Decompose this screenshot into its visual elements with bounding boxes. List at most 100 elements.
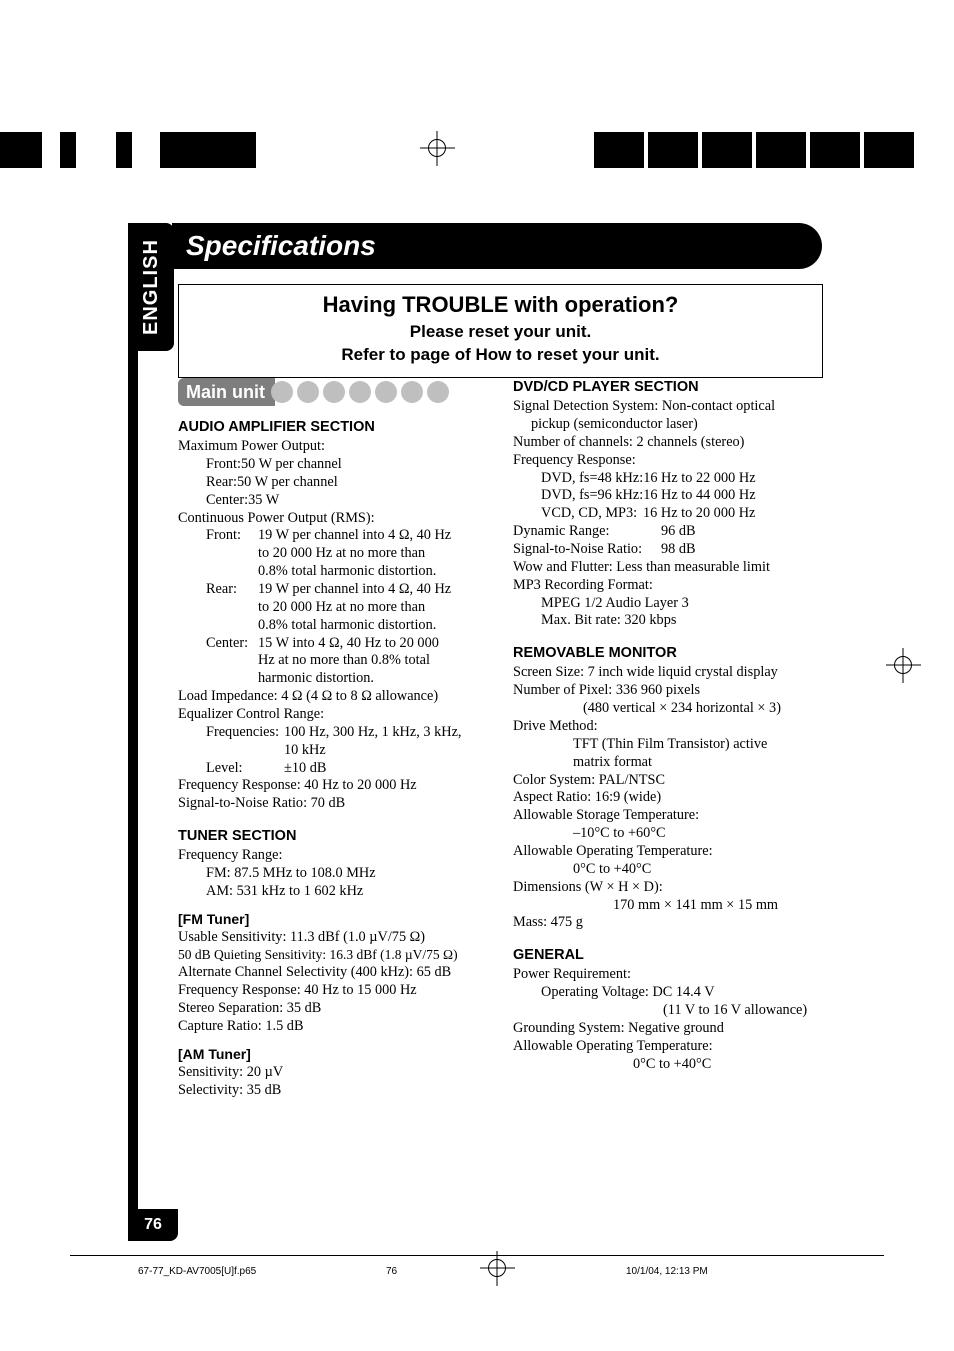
spec-line: VCD, CD, MP3:16 Hz to 20 000 Hz — [513, 505, 828, 523]
trouble-box: Having TROUBLE with operation? Please re… — [178, 284, 823, 378]
spec-line: 50 dB Quieting Sensitivity: 16.3 dBf (1.… — [178, 947, 493, 964]
spec-line: Frequency Range: — [178, 847, 493, 865]
spec-line: Usable Sensitivity: 11.3 dBf (1.0 µV/75 … — [178, 929, 493, 947]
registration-crosshair-icon — [480, 1251, 514, 1285]
spec-value: 15 W into 4 Ω, 40 Hz to 20 000 — [258, 635, 493, 653]
spec-value: 35 W — [248, 492, 279, 510]
fm-tuner-heading: [FM Tuner] — [178, 911, 493, 929]
spec-line: Level:±10 dB — [178, 760, 493, 778]
spec-line: Number of Pixel: 336 960 pixels — [513, 682, 828, 700]
spec-line: DVD, fs=48 kHz:16 Hz to 22 000 Hz — [513, 470, 828, 488]
spec-line: –10°C to +60°C — [513, 825, 828, 843]
spec-line: DVD, fs=96 kHz:16 Hz to 44 000 Hz — [513, 487, 828, 505]
spec-label: Center: — [178, 635, 258, 653]
page-number: 76 — [128, 1209, 178, 1241]
left-column: AUDIO AMPLIFIER SECTION Maximum Power Ou… — [178, 378, 493, 1100]
spec-label: Front: — [178, 527, 258, 545]
spec-label: Rear: — [178, 474, 237, 492]
spec-line: to 20 000 Hz at no more than — [178, 599, 493, 617]
spec-line: Grounding System: Negative ground — [513, 1020, 828, 1038]
spec-value: 50 W per channel — [241, 456, 342, 474]
spec-line: Frequencies:100 Hz, 300 Hz, 1 kHz, 3 kHz… — [178, 724, 493, 742]
spec-line: Maximum Power Output: — [178, 438, 493, 456]
spec-line: matrix format — [513, 754, 828, 772]
spec-label: Dynamic Range: — [513, 523, 661, 541]
spec-line: 0.8% total harmonic distortion. — [178, 617, 493, 635]
spec-line: pickup (semiconductor laser) — [513, 416, 828, 434]
spec-line: AM: 531 kHz to 1 602 kHz — [178, 883, 493, 901]
spec-label: DVD, fs=96 kHz: — [513, 487, 643, 505]
spec-line: Dimensions (W × H × D): — [513, 879, 828, 897]
general-heading: GENERAL — [513, 946, 828, 964]
audio-amp-heading: AUDIO AMPLIFIER SECTION — [178, 418, 493, 436]
print-register-bar — [0, 132, 954, 168]
spec-line: Wow and Flutter: Less than measurable li… — [513, 559, 828, 577]
spec-line: Continuous Power Output (RMS): — [178, 510, 493, 528]
spec-line: Frequency Response: 40 Hz to 15 000 Hz — [178, 982, 493, 1000]
spec-value: 16 Hz to 22 000 Hz — [643, 470, 755, 488]
spec-line: Rear:50 W per channel — [178, 474, 493, 492]
spec-line: 0°C to +40°C — [513, 1056, 828, 1074]
spec-value: 16 Hz to 44 000 Hz — [643, 487, 755, 505]
spec-line: 10 kHz — [178, 742, 493, 760]
tuner-heading: TUNER SECTION — [178, 827, 493, 845]
spec-line: Rear:19 W per channel into 4 Ω, 40 Hz — [178, 581, 493, 599]
spec-label: Center: — [178, 492, 248, 510]
spec-label: Front: — [178, 456, 241, 474]
spec-line: Color System: PAL/NTSC — [513, 772, 828, 790]
spec-line: Signal-to-Noise Ratio: 70 dB — [178, 795, 493, 813]
spec-value: 98 dB — [661, 541, 696, 557]
monitor-heading: REMOVABLE MONITOR — [513, 644, 828, 662]
spec-line: (11 V to 16 V allowance) — [513, 1002, 828, 1020]
spec-value: ±10 dB — [284, 760, 326, 778]
spec-value: 16 Hz to 20 000 Hz — [643, 505, 755, 523]
spec-line: Hz at no more than 0.8% total — [178, 652, 493, 670]
spec-line: 0.8% total harmonic distortion. — [178, 563, 493, 581]
footer-divider — [70, 1255, 884, 1256]
spec-line: (480 vertical × 234 horizontal × 3) — [513, 700, 828, 718]
dvd-heading: DVD/CD PLAYER SECTION — [513, 378, 828, 396]
registration-crosshair-icon — [420, 131, 454, 165]
spec-line: MP3 Recording Format: — [513, 577, 828, 595]
spec-value: 50 W per channel — [237, 474, 338, 492]
right-column: DVD/CD PLAYER SECTION Signal Detection S… — [513, 378, 828, 1100]
footer-page: 76 — [386, 1266, 397, 1277]
spec-line: Allowable Storage Temperature: — [513, 807, 828, 825]
spec-line: Dynamic Range:96 dB — [513, 523, 828, 541]
spec-line: Front:19 W per channel into 4 Ω, 40 Hz — [178, 527, 493, 545]
spec-label: Rear: — [178, 581, 258, 599]
spec-value: 19 W per channel into 4 Ω, 40 Hz — [258, 581, 493, 599]
spec-line: Signal Detection System: Non-contact opt… — [513, 398, 828, 416]
spec-line: Front:50 W per channel — [178, 456, 493, 474]
spec-line: to 20 000 Hz at no more than — [178, 545, 493, 563]
spec-line: Signal-to-Noise Ratio:98 dB — [513, 541, 828, 559]
spec-line: Aspect Ratio: 16:9 (wide) — [513, 789, 828, 807]
registration-crosshair-icon — [886, 648, 920, 682]
spec-line: Center:35 W — [178, 492, 493, 510]
spec-line: 170 mm × 141 mm × 15 mm — [513, 897, 828, 915]
trouble-heading: Having TROUBLE with operation? — [179, 291, 822, 320]
trouble-sub2: Refer to page of How to reset your unit. — [179, 343, 822, 367]
spec-line: harmonic distortion. — [178, 670, 493, 688]
spec-line: Center:15 W into 4 Ω, 40 Hz to 20 000 — [178, 635, 493, 653]
spec-label: Signal-to-Noise Ratio: — [513, 541, 661, 559]
spec-line: Stereo Separation: 35 dB — [178, 1000, 493, 1018]
spec-line: Alternate Channel Selectivity (400 kHz):… — [178, 964, 493, 982]
spec-value: 19 W per channel into 4 Ω, 40 Hz — [258, 527, 493, 545]
spec-line: Number of channels: 2 channels (stereo) — [513, 434, 828, 452]
spec-line: Allowable Operating Temperature: — [513, 843, 828, 861]
spec-line: Max. Bit rate: 320 kbps — [513, 612, 828, 630]
side-bar — [128, 351, 138, 1209]
spec-line: Power Requirement: — [513, 966, 828, 984]
spec-line: Operating Voltage: DC 14.4 V — [513, 984, 828, 1002]
spec-line: Load Impedance: 4 Ω (4 Ω to 8 Ω allowanc… — [178, 688, 493, 706]
spec-line: Frequency Response: 40 Hz to 20 000 Hz — [178, 777, 493, 795]
spec-label: DVD, fs=48 kHz: — [513, 470, 643, 488]
spec-line: Drive Method: — [513, 718, 828, 736]
spec-label: Frequencies: — [178, 724, 284, 742]
spec-line: Equalizer Control Range: — [178, 706, 493, 724]
spec-line: MPEG 1/2 Audio Layer 3 — [513, 595, 828, 613]
spec-label: Level: — [178, 760, 284, 778]
trouble-sub1: Please reset your unit. — [179, 320, 822, 344]
spec-line: Selectivity: 35 dB — [178, 1082, 493, 1100]
